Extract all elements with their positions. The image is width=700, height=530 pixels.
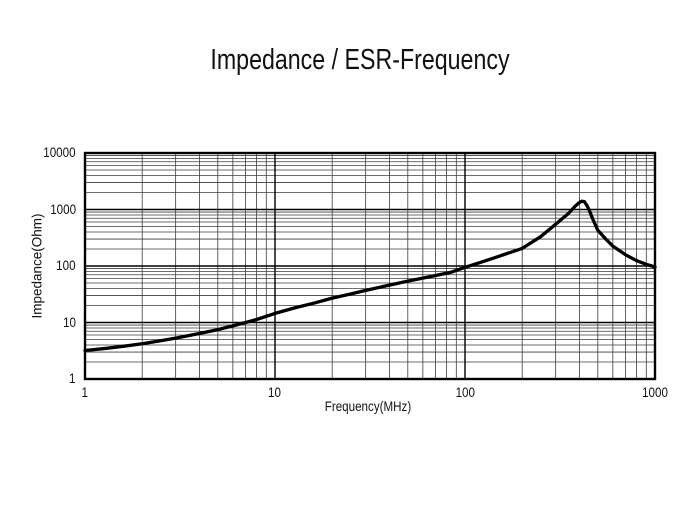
chart-title: Impedance / ESR-Frequency <box>10 44 700 77</box>
y-tick-label: 1000 <box>14 202 76 218</box>
chart-title-text: Impedance / ESR-Frequency <box>210 44 510 76</box>
x-tick-label: 1000 <box>625 385 685 401</box>
y-tick-label: 10 <box>14 315 76 331</box>
impedance-curve <box>83 199 657 353</box>
x-tick-label: 100 <box>435 385 495 401</box>
y-tick-label: 100 <box>14 258 76 274</box>
x-axis-title: Frequency(MHz) <box>318 399 419 414</box>
x-tick-label-text: 100 <box>455 385 475 400</box>
y-tick-label-text: 10 <box>63 314 76 330</box>
x-tick-label-text: 1000 <box>642 385 668 400</box>
x-tick-label-text: 10 <box>268 385 282 400</box>
y-tick-label-text: 10000 <box>43 145 76 160</box>
x-tick-label-text: 1 <box>81 385 89 400</box>
plot-area <box>83 151 657 381</box>
impedance-frequency-plot <box>83 151 657 381</box>
x-axis-title-text: Frequency(MHz) <box>324 399 412 414</box>
y-tick-label: 10000 <box>14 145 76 161</box>
y-tick-label-text: 100 <box>56 258 76 273</box>
y-tick-label: 1 <box>14 371 76 387</box>
y-tick-label-text: 1 <box>69 371 76 386</box>
x-tick-label: 1 <box>55 385 115 401</box>
x-tick-label: 10 <box>245 385 305 401</box>
y-tick-label-text: 1000 <box>50 201 76 217</box>
